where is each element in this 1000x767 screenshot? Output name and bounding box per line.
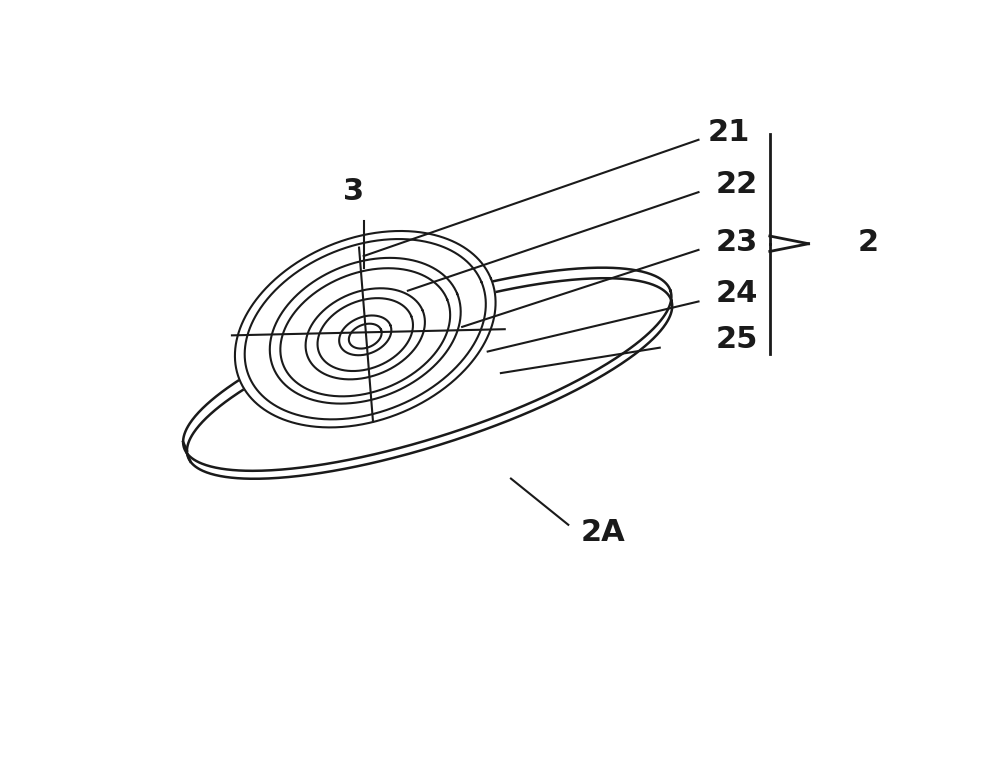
Polygon shape <box>183 268 671 471</box>
Text: 24: 24 <box>716 279 758 308</box>
Text: 22: 22 <box>716 170 758 199</box>
Text: 21: 21 <box>708 117 750 146</box>
Text: 23: 23 <box>716 228 758 257</box>
Text: 2A: 2A <box>581 518 625 547</box>
Text: 25: 25 <box>716 325 758 354</box>
Text: 2: 2 <box>857 228 879 257</box>
Text: 3: 3 <box>343 177 364 206</box>
Polygon shape <box>235 231 496 427</box>
